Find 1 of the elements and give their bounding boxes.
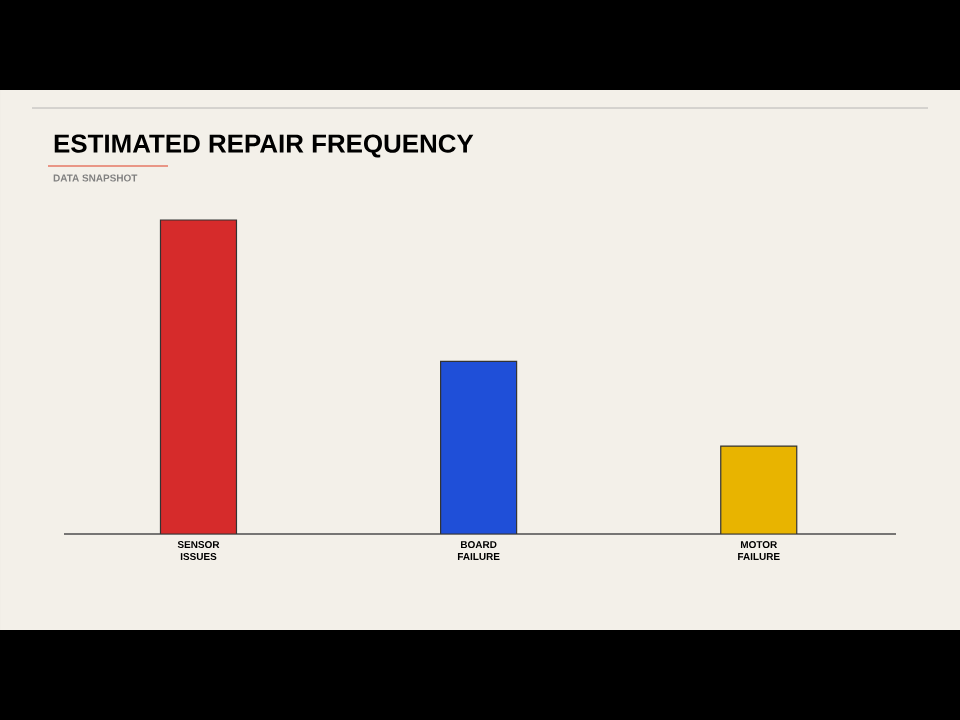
chart-title: ESTIMATED REPAIR FREQUENCY	[54, 134, 474, 158]
